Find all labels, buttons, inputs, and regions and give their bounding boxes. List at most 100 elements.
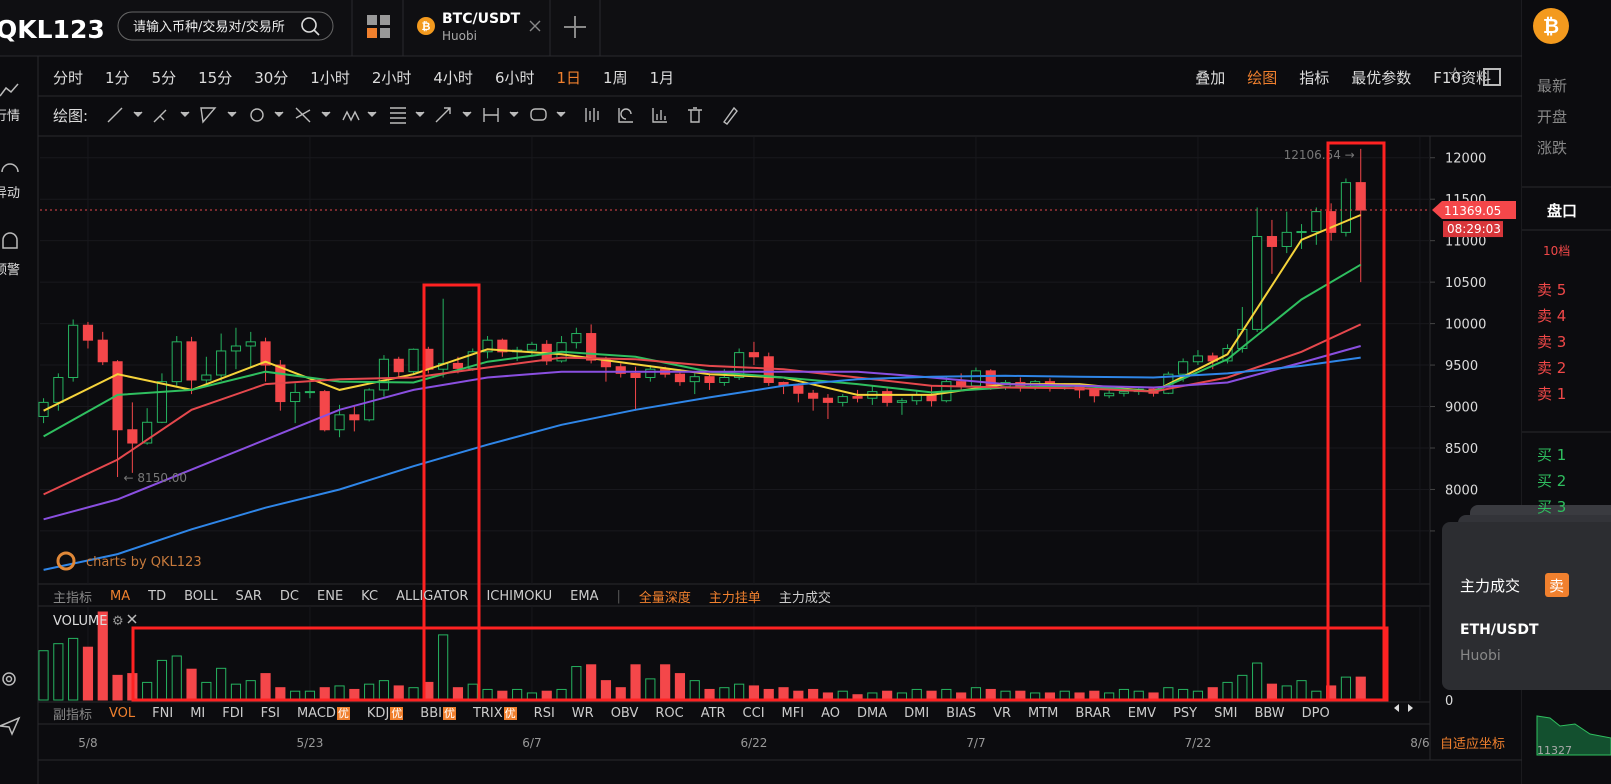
mini-chart	[1536, 715, 1611, 756]
scroll-arrows[interactable]	[1394, 704, 1413, 712]
candle-body	[882, 391, 893, 403]
main-indicator[interactable]: ALLIGATOR	[396, 588, 469, 604]
main-indicator[interactable]: SAR	[235, 588, 262, 604]
candle-body	[156, 381, 168, 423]
tool[interactable]: 最优参数	[1351, 68, 1412, 87]
sub-indicator[interactable]: VOL	[109, 706, 135, 721]
x-tick-label: 5/8	[78, 736, 97, 750]
sub-indicator[interactable]: DMA	[857, 706, 887, 721]
sub-indicator[interactable]: MACD 优	[297, 705, 350, 721]
sub-indicator-name: SMI	[1214, 705, 1238, 721]
period[interactable]: 15分	[198, 68, 233, 87]
period[interactable]: 2小时	[371, 68, 412, 87]
main-indicator[interactable]: ENE	[317, 588, 344, 604]
period[interactable]: 1分	[105, 68, 130, 87]
sub-indicator[interactable]: MFI	[782, 706, 805, 721]
period[interactable]: 1日	[556, 68, 582, 87]
volume-bar	[689, 680, 700, 701]
tab-close[interactable]	[529, 20, 541, 32]
depth-option[interactable]: 主力挂单	[708, 590, 761, 606]
sub-indicator[interactable]: FSI	[261, 706, 280, 721]
grid-icon[interactable]	[367, 15, 390, 38]
volume-settings[interactable]: ⚙	[112, 614, 124, 629]
sub-indicator[interactable]: CCI	[743, 706, 765, 721]
add-tab[interactable]	[564, 16, 586, 38]
period[interactable]: 30分	[254, 68, 289, 87]
candle-body	[615, 366, 626, 374]
volume-bar	[748, 685, 760, 701]
main-indicator[interactable]: ICHIMOKU	[486, 588, 553, 604]
period[interactable]: 1周	[603, 68, 628, 87]
sub-indicator[interactable]: PSY	[1173, 706, 1197, 721]
tool-bar: 叠加 绘图 指标 最优参数 F10资料	[1195, 58, 1491, 96]
sub-indicator[interactable]: VR	[993, 706, 1011, 721]
countdown-tag	[1443, 221, 1503, 238]
sidebar-item[interactable]: 异动	[0, 186, 21, 201]
sub-indicator[interactable]: OBV	[611, 706, 639, 721]
sub-indicator[interactable]: KDJ 优	[367, 705, 404, 721]
sub-indicator[interactable]: ROC	[655, 706, 683, 721]
sidebar-item[interactable]: 预警	[0, 263, 21, 278]
search-box[interactable]	[117, 11, 334, 41]
period[interactable]: 分时	[53, 68, 84, 87]
sub-indicator[interactable]: BBI 优	[420, 705, 456, 721]
depth-option[interactable]: 主力成交	[778, 590, 831, 606]
sidebar-item[interactable]: 行情	[0, 109, 21, 124]
tool[interactable]: 指标	[1299, 68, 1330, 87]
candle-body	[1089, 389, 1100, 397]
period[interactable]: 6小时	[494, 68, 535, 87]
volume-bar	[512, 688, 523, 701]
search-icon[interactable]	[301, 17, 317, 33]
sub-indicator[interactable]: AO	[821, 706, 840, 721]
tool[interactable]: F10资料	[1433, 68, 1491, 87]
sub-indicator[interactable]: ATR	[701, 706, 726, 721]
sub-indicator[interactable]: WR	[572, 706, 594, 721]
coin-symbol: ₿	[422, 20, 431, 33]
tab-pair[interactable]: BTC/USDT	[442, 11, 521, 27]
sub-indicator[interactable]: TRIX 优	[473, 705, 517, 721]
sub-indicator[interactable]: EMV	[1128, 706, 1156, 721]
sub-indicator[interactable]: BRAR	[1075, 706, 1110, 721]
main-indicator[interactable]: BOLL	[184, 588, 218, 604]
main-indicator[interactable]: DC	[279, 588, 300, 604]
period[interactable]: 4小时	[433, 68, 473, 87]
sub-indicator[interactable]: BIAS	[946, 706, 976, 721]
main-indicator[interactable]: KC	[361, 588, 379, 604]
main-indicator[interactable]: MA	[110, 588, 131, 604]
candle-body	[630, 372, 641, 379]
tool[interactable]: 绘图	[1247, 68, 1278, 87]
sub-indicator[interactable]: DMI	[904, 706, 929, 721]
y-tick-label: 11000	[1445, 235, 1486, 250]
auto-scale[interactable]: 自适应坐标	[1440, 736, 1505, 752]
volume-bar	[660, 664, 671, 701]
main-indicator[interactable]: EMA	[570, 588, 599, 604]
sub-indicator[interactable]: RSI	[534, 706, 555, 721]
sub-indicator[interactable]: DPO	[1302, 706, 1330, 721]
volume-bar	[1252, 662, 1263, 701]
period[interactable]: 5分	[151, 68, 177, 87]
sub-indicator[interactable]: MTM	[1028, 706, 1058, 721]
volume-close[interactable]	[127, 614, 137, 624]
y-tick-label: 9500	[1445, 359, 1478, 374]
sub-indicator[interactable]: MI	[190, 706, 205, 721]
depth-option[interactable]: 全量深度	[638, 590, 691, 606]
candle-body	[837, 396, 848, 403]
sub-indicator[interactable]: FNI	[152, 706, 173, 721]
main-indicator[interactable]: TD	[148, 588, 167, 604]
sub-indicator[interactable]: SMI	[1214, 706, 1237, 721]
ask-level: 卖 3	[1537, 333, 1567, 351]
sub-indicator[interactable]: BBW	[1254, 706, 1284, 721]
fullscreen[interactable]	[1483, 68, 1501, 86]
tool[interactable]: 叠加	[1195, 68, 1226, 87]
quote-label: 涨跌	[1537, 139, 1568, 157]
favorite[interactable]: ☆	[1447, 64, 1464, 85]
candle-body	[127, 429, 138, 444]
period[interactable]: 1小时	[310, 68, 350, 87]
drawing-tools[interactable]	[107, 106, 738, 125]
sub-indicator-name: PSY	[1173, 705, 1198, 721]
sub-indicator[interactable]: FDI	[222, 706, 243, 721]
period[interactable]: 1月	[649, 68, 675, 87]
ask-level: 卖 1	[1537, 385, 1567, 403]
user-avatar[interactable]	[1533, 8, 1569, 44]
volume-bar	[1178, 688, 1189, 701]
